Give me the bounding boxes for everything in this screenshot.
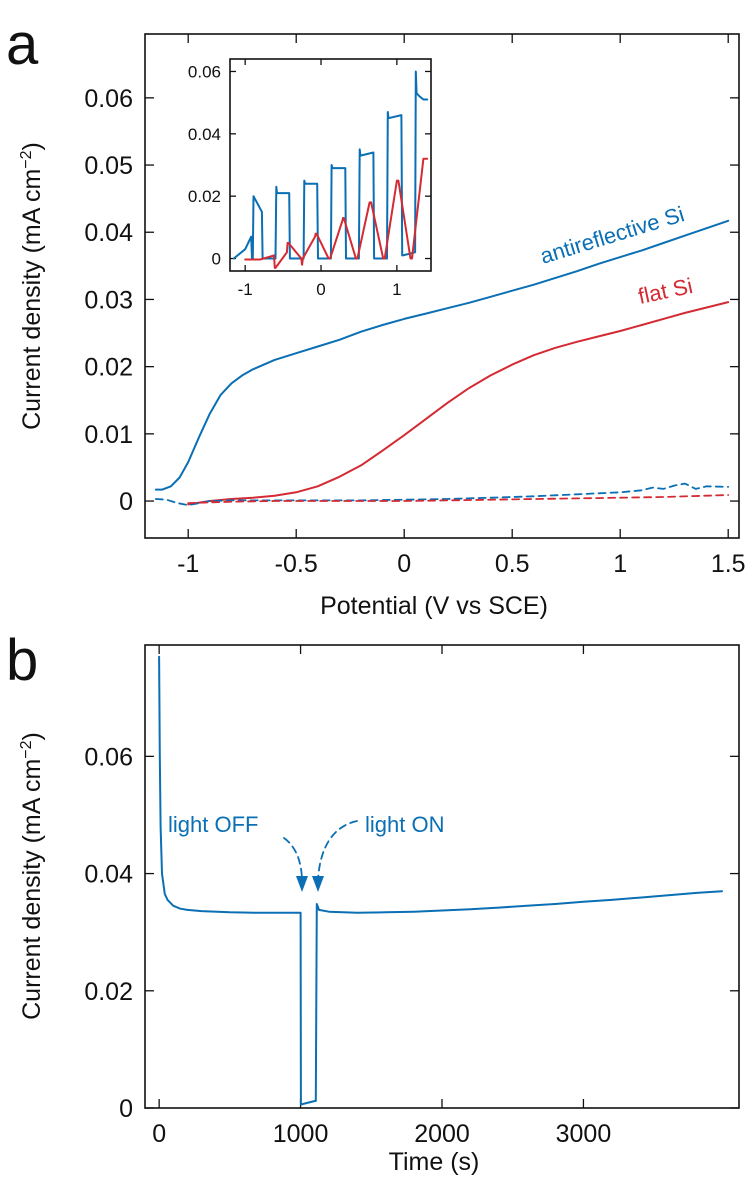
panel-a-y-axis-label: Current density (mA cm−2)	[18, 142, 46, 430]
panel-a-plot-frame	[144, 33, 740, 539]
inset-y-tick-label: 0.04	[188, 125, 221, 144]
light-on-label: light ON	[365, 812, 444, 837]
inset-plot-frame	[229, 58, 432, 272]
panel-b-y-tick-label: 0.06	[84, 743, 133, 771]
panel-a-y-tick-label: 0.02	[84, 354, 133, 382]
panel-b: b 0 1000 2000 3000 0 0.02 0.04 0.06 light OFF l…	[6, 628, 740, 1176]
inset-x-tick-label: 0	[316, 280, 325, 299]
inset-ticks: -1 0 1 0 0.02 0.04 0.06	[188, 59, 431, 299]
panel-a-x-tick-label: -0.5	[275, 550, 318, 578]
panel-a-x-tick-label: 1.5	[711, 550, 746, 578]
panel-a-x-tick-label: -1	[177, 550, 199, 578]
panel-b-x-tick-label: 0	[152, 1120, 166, 1148]
panel-b-x-tick-label: 2000	[414, 1120, 470, 1148]
panel-a-ticks: -1 -0.5 0 0.5 1 1.5 0 0.01 0.02 0.03 0.04 0.05 0.06	[84, 34, 746, 578]
panel-a-y-tick-label: 0.03	[84, 286, 133, 314]
panel-b-x-tick-label: 3000	[556, 1120, 612, 1148]
inset-series	[232, 70, 429, 269]
panel-a-x-tick-label: 0	[397, 550, 411, 578]
panel-a-series-3	[187, 494, 730, 504]
panel-a-series-0	[154, 219, 730, 491]
panel-b-y-axis-label: Current density (mA cm−2)	[18, 732, 46, 1020]
panel-b-x-axis-label: Time (s)	[389, 1148, 480, 1176]
panel-b-y-tick-label: 0.04	[84, 861, 133, 889]
panel-a-letter: a	[6, 12, 39, 77]
panel-a-x-tick-label: 1	[613, 550, 627, 578]
panel-a-inset: -1 0 1 0 0.02 0.04 0.06	[188, 58, 432, 299]
panel-b-series	[158, 655, 723, 1106]
panel-b-series-0	[158, 655, 723, 1106]
inset-y-tick-label: 0.06	[188, 62, 221, 81]
panel-a-y-tick-label: 0.01	[84, 421, 133, 449]
light-off-arrow-head	[296, 876, 308, 892]
panel-a-series	[154, 219, 730, 506]
panel-b-plot-frame	[144, 644, 740, 1109]
panel-b-x-tick-label: 1000	[273, 1120, 329, 1148]
panel-a: a -1 -0.5 0 0.5 1 1.5 0 0.01 0.02 0.03 0.04 0.05 0.0…	[6, 12, 746, 620]
panel-b-y-tick-label: 0	[119, 1095, 133, 1123]
light-off-arrow-line	[283, 837, 303, 883]
light-on-arrow-head	[312, 876, 324, 892]
panel-a-series-2	[154, 482, 730, 506]
panel-b-ticks: 0 1000 2000 3000 0 0.02 0.04 0.06	[84, 645, 739, 1148]
inset-y-tick-label: 0	[212, 250, 221, 269]
panel-a-y-tick-label: 0.05	[84, 152, 133, 180]
panel-a-y-tick-label: 0.04	[84, 219, 133, 247]
inset-series-1	[244, 157, 429, 269]
panel-a-x-tick-label: 0.5	[495, 550, 530, 578]
panel-a-series-1	[187, 301, 730, 506]
inset-y-tick-label: 0.02	[188, 187, 221, 206]
panel-a-x-axis-label: Potential (V vs SCE)	[320, 592, 548, 620]
inset-x-tick-label: -1	[238, 280, 253, 299]
inset-series-0	[232, 70, 429, 260]
inset-x-tick-label: 1	[392, 280, 401, 299]
panel-b-y-tick-label: 0.02	[84, 978, 133, 1006]
light-off-label: light OFF	[168, 812, 258, 837]
light-on-arrow-line	[317, 820, 358, 881]
panel-b-letter: b	[6, 628, 38, 693]
panel-a-y-tick-label: 0.06	[84, 85, 133, 113]
flat-si-label: flat Si	[636, 273, 695, 309]
panel-a-y-tick-label: 0	[119, 488, 133, 516]
